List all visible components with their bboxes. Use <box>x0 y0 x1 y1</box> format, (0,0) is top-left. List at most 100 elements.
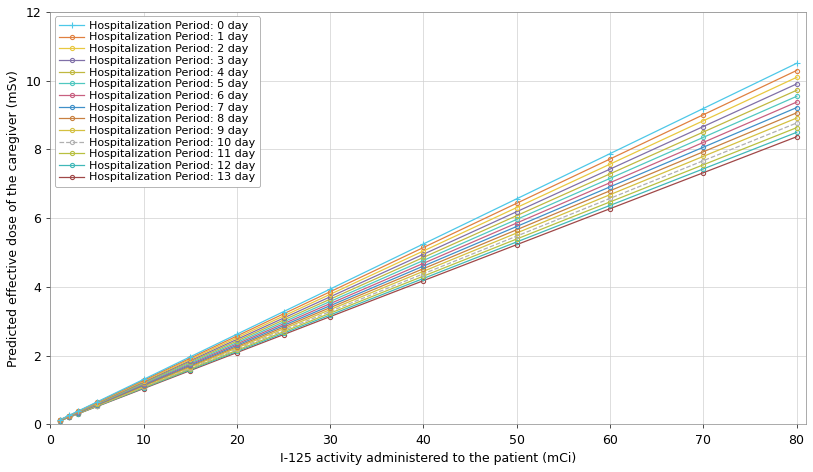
Line: Hospitalization Period: 6 day: Hospitalization Period: 6 day <box>58 100 798 422</box>
Hospitalization Period: 1 day: (30, 3.86): 1 day: (30, 3.86) <box>325 289 335 295</box>
Hospitalization Period: 10 day: (3, 0.329): 10 day: (3, 0.329) <box>73 410 83 416</box>
Hospitalization Period: 5 day: (80, 9.54): 5 day: (80, 9.54) <box>792 93 802 99</box>
Line: Hospitalization Period: 0 day: Hospitalization Period: 0 day <box>56 60 800 423</box>
Hospitalization Period: 1 day: (1, 0.129): 1 day: (1, 0.129) <box>54 417 64 423</box>
Hospitalization Period: 9 day: (3, 0.334): 9 day: (3, 0.334) <box>73 410 83 416</box>
Hospitalization Period: 12 day: (40, 4.25): 12 day: (40, 4.25) <box>419 276 428 281</box>
Hospitalization Period: 2 day: (15, 1.89): 2 day: (15, 1.89) <box>185 356 195 362</box>
Hospitalization Period: 0 day: (15, 1.97): 0 day: (15, 1.97) <box>185 354 195 360</box>
Hospitalization Period: 10 day: (70, 7.67): 10 day: (70, 7.67) <box>698 158 708 164</box>
Hospitalization Period: 1 day: (2, 0.257): 1 day: (2, 0.257) <box>64 413 74 419</box>
Hospitalization Period: 4 day: (15, 1.82): 4 day: (15, 1.82) <box>185 359 195 365</box>
Hospitalization Period: 11 day: (60, 6.47): 11 day: (60, 6.47) <box>605 199 615 205</box>
Hospitalization Period: 13 day: (15, 1.57): 13 day: (15, 1.57) <box>185 368 195 373</box>
Hospitalization Period: 13 day: (30, 3.14): 13 day: (30, 3.14) <box>325 314 335 320</box>
Hospitalization Period: 11 day: (40, 4.32): 11 day: (40, 4.32) <box>419 273 428 279</box>
Hospitalization Period: 12 day: (80, 8.5): 12 day: (80, 8.5) <box>792 130 802 135</box>
Hospitalization Period: 9 day: (40, 4.46): 9 day: (40, 4.46) <box>419 269 428 274</box>
Hospitalization Period: 11 day: (70, 7.55): 11 day: (70, 7.55) <box>698 162 708 168</box>
Hospitalization Period: 10 day: (2, 0.219): 10 day: (2, 0.219) <box>64 414 74 420</box>
Hospitalization Period: 10 day: (60, 6.58): 10 day: (60, 6.58) <box>605 195 615 201</box>
Hospitalization Period: 6 day: (60, 7.03): 6 day: (60, 7.03) <box>605 180 615 185</box>
Hospitalization Period: 0 day: (70, 9.19): 0 day: (70, 9.19) <box>698 106 708 111</box>
Line: Hospitalization Period: 12 day: Hospitalization Period: 12 day <box>58 130 798 423</box>
Hospitalization Period: 10 day: (1, 0.11): 10 day: (1, 0.11) <box>54 418 64 423</box>
Hospitalization Period: 8 day: (20, 2.27): 8 day: (20, 2.27) <box>232 344 241 349</box>
Hospitalization Period: 9 day: (70, 7.8): 9 day: (70, 7.8) <box>698 153 708 159</box>
Hospitalization Period: 13 day: (80, 8.37): 13 day: (80, 8.37) <box>792 134 802 140</box>
X-axis label: I-125 activity administered to the patient (mCi): I-125 activity administered to the patie… <box>280 452 576 465</box>
Hospitalization Period: 4 day: (50, 6.08): 4 day: (50, 6.08) <box>512 213 522 219</box>
Hospitalization Period: 7 day: (40, 4.61): 7 day: (40, 4.61) <box>419 263 428 269</box>
Hospitalization Period: 0 day: (10, 1.31): 0 day: (10, 1.31) <box>139 377 149 382</box>
Hospitalization Period: 4 day: (30, 3.65): 4 day: (30, 3.65) <box>325 296 335 302</box>
Hospitalization Period: 12 day: (2, 0.212): 12 day: (2, 0.212) <box>64 414 74 420</box>
Hospitalization Period: 5 day: (1, 0.119): 5 day: (1, 0.119) <box>54 418 64 423</box>
Hospitalization Period: 5 day: (70, 8.35): 5 day: (70, 8.35) <box>698 135 708 140</box>
Hospitalization Period: 12 day: (70, 7.43): 12 day: (70, 7.43) <box>698 166 708 172</box>
Hospitalization Period: 6 day: (15, 1.76): 6 day: (15, 1.76) <box>185 361 195 367</box>
Hospitalization Period: 3 day: (70, 8.67): 3 day: (70, 8.67) <box>698 124 708 129</box>
Hospitalization Period: 0 day: (25, 3.28): 0 day: (25, 3.28) <box>279 309 289 314</box>
Hospitalization Period: 4 day: (10, 1.21): 4 day: (10, 1.21) <box>139 380 149 386</box>
Line: Hospitalization Period: 9 day: Hospitalization Period: 9 day <box>58 116 798 423</box>
Y-axis label: Predicted effective dose of the caregiver (mSv): Predicted effective dose of the caregive… <box>7 70 20 367</box>
Hospitalization Period: 6 day: (70, 8.2): 6 day: (70, 8.2) <box>698 140 708 145</box>
Line: Hospitalization Period: 8 day: Hospitalization Period: 8 day <box>58 111 798 422</box>
Hospitalization Period: 11 day: (30, 3.24): 11 day: (30, 3.24) <box>325 311 335 316</box>
Hospitalization Period: 8 day: (25, 2.83): 8 day: (25, 2.83) <box>279 324 289 330</box>
Hospitalization Period: 11 day: (20, 2.16): 11 day: (20, 2.16) <box>232 347 241 353</box>
Hospitalization Period: 9 day: (25, 2.79): 9 day: (25, 2.79) <box>279 326 289 331</box>
Hospitalization Period: 13 day: (5, 0.523): 13 day: (5, 0.523) <box>92 404 102 409</box>
Hospitalization Period: 3 day: (30, 3.71): 3 day: (30, 3.71) <box>325 294 335 300</box>
Hospitalization Period: 0 day: (5, 0.656): 0 day: (5, 0.656) <box>92 399 102 405</box>
Hospitalization Period: 13 day: (1, 0.105): 13 day: (1, 0.105) <box>54 418 64 424</box>
Hospitalization Period: 12 day: (1, 0.106): 12 day: (1, 0.106) <box>54 418 64 424</box>
Hospitalization Period: 4 day: (80, 9.72): 4 day: (80, 9.72) <box>792 87 802 93</box>
Line: Hospitalization Period: 5 day: Hospitalization Period: 5 day <box>58 94 798 422</box>
Hospitalization Period: 9 day: (2, 0.223): 9 day: (2, 0.223) <box>64 414 74 420</box>
Hospitalization Period: 10 day: (10, 1.1): 10 day: (10, 1.1) <box>139 384 149 389</box>
Hospitalization Period: 2 day: (40, 5.05): 2 day: (40, 5.05) <box>419 248 428 254</box>
Hospitalization Period: 8 day: (3, 0.34): 8 day: (3, 0.34) <box>73 410 83 416</box>
Hospitalization Period: 5 day: (3, 0.358): 5 day: (3, 0.358) <box>73 409 83 415</box>
Hospitalization Period: 10 day: (20, 2.19): 10 day: (20, 2.19) <box>232 346 241 352</box>
Hospitalization Period: 7 day: (1, 0.115): 7 day: (1, 0.115) <box>54 418 64 423</box>
Hospitalization Period: 0 day: (40, 5.25): 0 day: (40, 5.25) <box>419 241 428 247</box>
Hospitalization Period: 1 day: (50, 6.44): 1 day: (50, 6.44) <box>512 201 522 206</box>
Hospitalization Period: 1 day: (20, 2.57): 1 day: (20, 2.57) <box>232 333 241 339</box>
Hospitalization Period: 4 day: (40, 4.86): 4 day: (40, 4.86) <box>419 254 428 260</box>
Hospitalization Period: 10 day: (25, 2.74): 10 day: (25, 2.74) <box>279 328 289 333</box>
Hospitalization Period: 7 day: (60, 6.91): 7 day: (60, 6.91) <box>605 184 615 190</box>
Hospitalization Period: 0 day: (80, 10.5): 0 day: (80, 10.5) <box>792 60 802 66</box>
Hospitalization Period: 1 day: (60, 7.72): 1 day: (60, 7.72) <box>605 156 615 162</box>
Hospitalization Period: 5 day: (30, 3.58): 5 day: (30, 3.58) <box>325 299 335 304</box>
Hospitalization Period: 0 day: (30, 3.94): 0 day: (30, 3.94) <box>325 286 335 292</box>
Hospitalization Period: 9 day: (30, 3.34): 9 day: (30, 3.34) <box>325 307 335 312</box>
Hospitalization Period: 3 day: (15, 1.86): 3 day: (15, 1.86) <box>185 358 195 363</box>
Hospitalization Period: 2 day: (70, 8.83): 2 day: (70, 8.83) <box>698 118 708 124</box>
Hospitalization Period: 12 day: (20, 2.12): 12 day: (20, 2.12) <box>232 349 241 354</box>
Hospitalization Period: 7 day: (70, 8.06): 7 day: (70, 8.06) <box>698 144 708 150</box>
Hospitalization Period: 12 day: (50, 5.31): 12 day: (50, 5.31) <box>512 239 522 245</box>
Hospitalization Period: 10 day: (50, 5.48): 10 day: (50, 5.48) <box>512 233 522 239</box>
Hospitalization Period: 6 day: (5, 0.586): 6 day: (5, 0.586) <box>92 402 102 407</box>
Hospitalization Period: 11 day: (50, 5.39): 11 day: (50, 5.39) <box>512 236 522 242</box>
Hospitalization Period: 1 day: (70, 9.01): 1 day: (70, 9.01) <box>698 112 708 118</box>
Hospitalization Period: 6 day: (2, 0.234): 6 day: (2, 0.234) <box>64 413 74 419</box>
Hospitalization Period: 10 day: (5, 0.548): 10 day: (5, 0.548) <box>92 403 102 408</box>
Hospitalization Period: 4 day: (25, 3.04): 4 day: (25, 3.04) <box>279 317 289 323</box>
Hospitalization Period: 0 day: (60, 7.88): 0 day: (60, 7.88) <box>605 151 615 157</box>
Hospitalization Period: 4 day: (2, 0.243): 4 day: (2, 0.243) <box>64 413 74 419</box>
Line: Hospitalization Period: 2 day: Hospitalization Period: 2 day <box>58 76 798 422</box>
Hospitalization Period: 3 day: (10, 1.24): 3 day: (10, 1.24) <box>139 379 149 385</box>
Hospitalization Period: 1 day: (3, 0.386): 1 day: (3, 0.386) <box>73 408 83 414</box>
Hospitalization Period: 1 day: (25, 3.22): 1 day: (25, 3.22) <box>279 311 289 317</box>
Hospitalization Period: 7 day: (80, 9.22): 7 day: (80, 9.22) <box>792 105 802 110</box>
Hospitalization Period: 4 day: (5, 0.607): 4 day: (5, 0.607) <box>92 401 102 406</box>
Hospitalization Period: 8 day: (2, 0.227): 8 day: (2, 0.227) <box>64 414 74 420</box>
Hospitalization Period: 11 day: (15, 1.62): 11 day: (15, 1.62) <box>185 366 195 371</box>
Hospitalization Period: 9 day: (60, 6.68): 9 day: (60, 6.68) <box>605 192 615 197</box>
Hospitalization Period: 6 day: (3, 0.352): 6 day: (3, 0.352) <box>73 410 83 415</box>
Line: Hospitalization Period: 4 day: Hospitalization Period: 4 day <box>58 88 798 422</box>
